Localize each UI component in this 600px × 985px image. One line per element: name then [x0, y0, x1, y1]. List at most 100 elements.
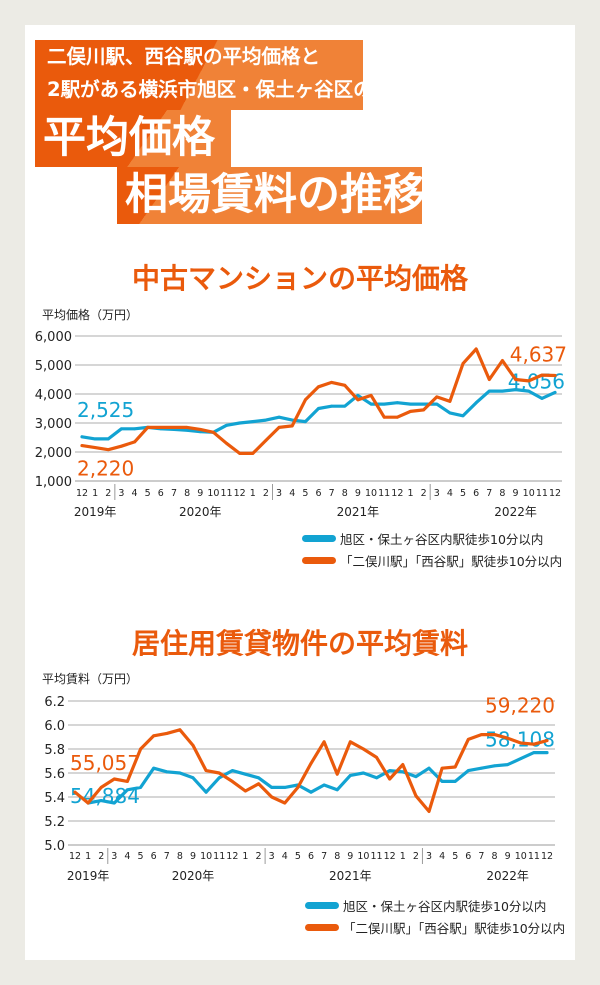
chart-2-x-tick-label: 3 [111, 851, 117, 862]
chart-2-series-blue-point [322, 783, 326, 787]
chart-1-series-orange-point [106, 448, 110, 452]
chart-1-series-blue-point [382, 402, 386, 406]
chart-2-x-tick-label: 12 [384, 851, 396, 862]
chart-2-series-blue-point [401, 770, 405, 774]
chart-2-series-orange-point [427, 810, 431, 813]
chart-2-x-tick-label: 4 [439, 851, 445, 862]
chart-1-series-orange-point [303, 398, 307, 402]
chart-2-series-orange-point [506, 736, 510, 740]
legend-item-blue: 旭区・保土ヶ谷区内駅徒歩10分以内 [302, 527, 562, 549]
chart-2-series-orange-point [283, 801, 287, 805]
chart-1-series-orange-point [514, 378, 517, 381]
chart-1-x-tick-label: 11 [536, 488, 548, 499]
chart-1-series-blue-point [474, 401, 478, 405]
chart-2-x-tick-label: 6 [151, 851, 157, 862]
chart-1-x-tick-label: 9 [513, 488, 519, 499]
header-subtitle-line-1: 二俣川駅、西谷駅の平均価格と [47, 45, 321, 68]
chart-2-series-orange-point [191, 744, 195, 747]
chart-2-y-tick-label: 5.4 [44, 791, 65, 806]
chart-1-series-orange-point [382, 415, 386, 419]
chart-1-series-blue-point [409, 402, 412, 406]
chart-2-x-tick-label: 11 [213, 851, 225, 862]
chart-2-series-blue-point [191, 776, 195, 780]
chart-1-x-tick-label: 7 [486, 488, 492, 499]
chart-2-year-label: 2019年 [67, 869, 110, 883]
chart-2-x-tick-label: 11 [371, 851, 383, 862]
chart-2-x-tick-label: 12 [541, 851, 553, 862]
chart-1-series-orange-point [501, 359, 504, 363]
chart-2-y-tick-label: 5.2 [44, 815, 65, 830]
chart-2-series-orange-point [414, 794, 418, 798]
chart-2-x-tick-label: 4 [282, 851, 288, 862]
chart-1-series-blue-line [80, 388, 557, 441]
chart-2-series-orange-point [99, 786, 103, 789]
chart-1-x-tick-label: 11 [378, 488, 390, 499]
chart-2-series-orange-point [401, 763, 405, 766]
chart-1-x-tick-label: 9 [355, 488, 361, 499]
chart-1-series-blue-point [330, 404, 334, 408]
chart-1-series-blue-point [303, 420, 307, 423]
chart-2-series-orange-point [519, 741, 523, 745]
chart-2-series-orange-point [532, 742, 536, 746]
chart-2-series-orange-point [296, 786, 300, 789]
chart-1-series-orange-point [133, 440, 136, 444]
chart-2-x-tick-label: 3 [269, 851, 275, 862]
chart-1-x-tick-label: 8 [342, 488, 348, 499]
chart-1-series-blue-point [133, 427, 136, 431]
chart-2-series-orange-point [165, 732, 169, 735]
chart-1-series-blue-end-label: 4,056 [508, 369, 565, 393]
chart-2-series-orange-point [440, 766, 444, 770]
chart-2-series-orange-point [204, 769, 208, 772]
chart-1-x-tick-label: 10 [523, 488, 535, 499]
header-subtitle-line-2: 2駅がある横浜市旭区・保土ヶ谷区の [47, 78, 373, 101]
legend-swatch-orange [302, 556, 336, 564]
chart-2-series-blue-point [519, 757, 523, 760]
chart-2-y-tick-label: 6.2 [44, 695, 65, 710]
chart-2-series-orange-point [375, 756, 378, 759]
chart-1-series-orange-point [474, 347, 478, 351]
chart-1-year-label: 2021年 [337, 505, 380, 519]
chart-2-series-orange-point [152, 734, 156, 738]
chart-2-x-tick-label: 1 [85, 851, 91, 862]
chart-1-y-tick-label: 4,000 [35, 388, 72, 403]
chart-2-series-orange-end-label: 59,220 [485, 694, 555, 718]
chart-2-series-orange-point [348, 740, 352, 744]
chart-1-y-tick-label: 3,000 [35, 417, 72, 432]
chart-1-series-blue-point [514, 388, 517, 392]
chart-2-series-orange-point [86, 801, 90, 805]
chart-2-series-blue-end-label: 58,108 [485, 728, 555, 752]
chart-2-series-blue-point [388, 769, 392, 772]
chart-1-x-tick-label: 7 [171, 488, 177, 499]
chart-1-series-orange-point [330, 381, 334, 384]
chart-2-series-blue-point [283, 786, 287, 789]
chart-2-x-tick-label: 8 [492, 851, 498, 862]
chart-1-series-orange-point [540, 373, 544, 377]
chart-2-x-tick-label: 5 [295, 851, 301, 862]
chart-1-y-tick-label: 2,000 [35, 446, 72, 461]
chart-1-x-tick-label: 10 [207, 488, 219, 499]
chart-1-y-axis-title: 平均価格（万円） [42, 308, 139, 322]
chart-2-series-blue-point [362, 771, 365, 775]
chart-1-series-blue-point [356, 394, 360, 397]
chart-1-x-tick-label: 4 [289, 488, 295, 499]
chart-2-x-tick-label: 9 [190, 851, 196, 862]
chart-2-year-label: 2020年 [172, 869, 215, 883]
chart-1-x-tick-label: 1 [250, 488, 256, 499]
chart-1-x-tick-label: 5 [145, 488, 151, 499]
chart-1-year-label: 2020年 [179, 505, 222, 519]
chart-1-x-tick-label: 1 [92, 488, 98, 499]
chart-1-x-tick-label: 2 [263, 488, 269, 499]
chart-1-x-tick-label: 5 [302, 488, 308, 499]
chart-2-series-blue-point [244, 772, 247, 776]
chart-2-series-blue-point [375, 776, 378, 780]
chart-1-series-blue-point [540, 396, 544, 400]
chart-1-y-tick-label: 6,000 [35, 330, 72, 345]
chart-1-series-orange-point [527, 379, 531, 383]
chart-1-series-blue-point [120, 427, 123, 431]
chart-2-series-orange-point [126, 780, 129, 783]
chart-1-series-blue-point [487, 389, 491, 393]
chart-2-x-tick-label: 3 [426, 851, 432, 862]
chart-2-series-blue-point [532, 751, 536, 754]
chart-2-x-tick-label: 2 [256, 851, 262, 862]
header-subtitle: 二俣川駅、西谷駅の平均価格と 2駅がある横浜市旭区・保土ヶ谷区の [35, 40, 373, 110]
